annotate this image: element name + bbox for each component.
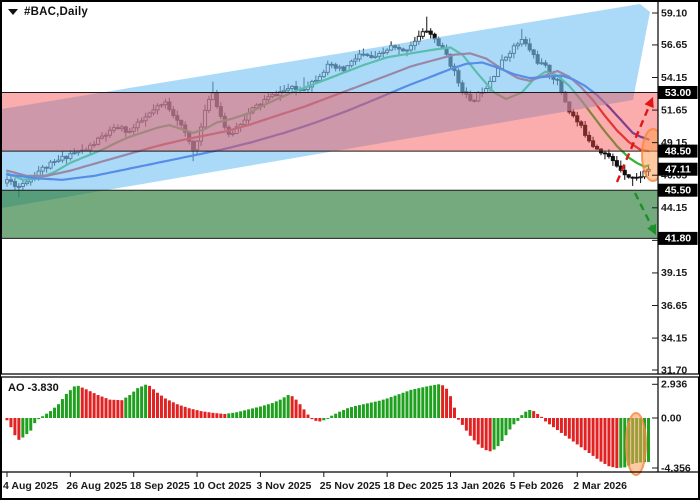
- svg-text:13 Jan 2026: 13 Jan 2026: [447, 480, 506, 492]
- svg-text:-4.356: -4.356: [661, 462, 691, 474]
- svg-text:26 Aug 2025: 26 Aug 2025: [66, 480, 127, 492]
- triangle-down-icon[interactable]: [8, 9, 18, 15]
- price-axis[interactable]: 59.1056.6554.1551.6549.1546.6544.1541.65…: [652, 7, 698, 376]
- svg-text:56.65: 56.65: [661, 39, 687, 51]
- symbol-selector[interactable]: #BAC,Daily: [8, 6, 88, 18]
- time-axis[interactable]: 4 Aug 2025 26 Aug 2025 18 Sep 2025 10 Oct 2…: [3, 472, 627, 492]
- svg-text:25 Nov 2025: 25 Nov 2025: [320, 480, 381, 492]
- bullish-projection-arrow[interactable]: [615, 97, 654, 183]
- svg-text:45.50: 45.50: [665, 184, 691, 196]
- svg-text:5 Feb 2026: 5 Feb 2026: [510, 480, 564, 492]
- highlight-ellipse-ao[interactable]: [625, 412, 647, 476]
- svg-text:3 Nov 2025: 3 Nov 2025: [256, 480, 311, 492]
- ascending-channel-zone[interactable]: [2, 4, 650, 208]
- svg-text:18 Dec 2025: 18 Dec 2025: [383, 480, 443, 492]
- svg-text:0.00: 0.00: [661, 412, 682, 424]
- svg-text:41.80: 41.80: [665, 233, 691, 245]
- svg-text:4 Aug 2025: 4 Aug 2025: [3, 480, 58, 492]
- svg-text:53.00: 53.00: [665, 87, 691, 99]
- support-zone[interactable]: [2, 190, 658, 239]
- ao-axis[interactable]: 2.936 0.00 -4.356: [652, 379, 691, 475]
- svg-text:36.65: 36.65: [661, 300, 687, 312]
- svg-text:54.15: 54.15: [661, 72, 687, 84]
- svg-text:59.10: 59.10: [661, 7, 687, 19]
- resistance-zone[interactable]: [2, 92, 658, 152]
- svg-text:44.15: 44.15: [661, 202, 687, 214]
- svg-text:31.70: 31.70: [661, 364, 687, 376]
- bearish-projection-arrow[interactable]: [633, 192, 656, 235]
- svg-text:18 Sep 2025: 18 Sep 2025: [130, 480, 190, 492]
- svg-text:51.65: 51.65: [661, 104, 687, 116]
- svg-text:34.15: 34.15: [661, 332, 687, 344]
- svg-text:10 Oct 2025: 10 Oct 2025: [193, 480, 252, 492]
- svg-text:47.11: 47.11: [665, 164, 691, 176]
- symbol-title: #BAC,Daily: [24, 6, 88, 18]
- svg-text:39.15: 39.15: [661, 267, 687, 279]
- svg-text:2.936: 2.936: [661, 379, 687, 391]
- ao-indicator-label: AO -3.830: [8, 382, 59, 394]
- svg-text:2 Mar 2026: 2 Mar 2026: [573, 480, 627, 492]
- svg-text:48.50: 48.50: [665, 145, 691, 157]
